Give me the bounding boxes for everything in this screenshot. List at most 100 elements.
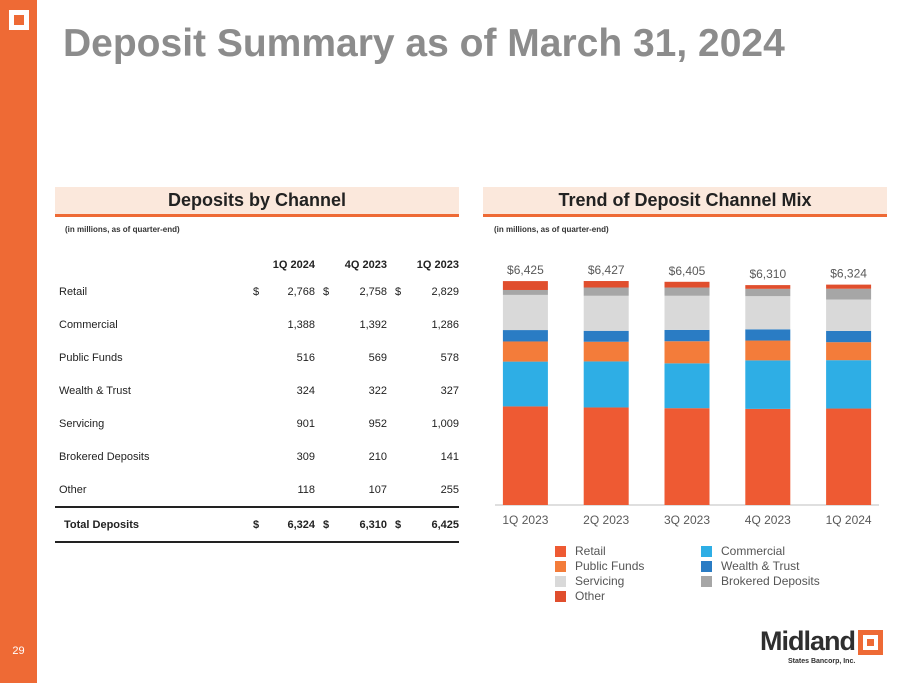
cell-value: 1,388 [287, 318, 315, 331]
cell-value: 324 [296, 384, 315, 397]
bar-segment-other [583, 281, 629, 288]
deposits-by-channel-heading: Deposits by Channel [55, 187, 459, 217]
currency-symbol: $ [315, 506, 335, 543]
table-row: Servicing 901 952 1,009 [55, 407, 459, 440]
total-value: 6,310 [335, 506, 387, 543]
x-tick-label: 2Q 2023 [583, 513, 629, 527]
row-label: Retail [59, 285, 88, 298]
table-row: Other 118 107 255 [55, 473, 459, 507]
cell-value: 309 [296, 450, 315, 463]
x-tick-label: 3Q 2023 [664, 513, 710, 527]
row-label: Wealth & Trust [59, 384, 131, 397]
currency-symbol: $ [253, 285, 260, 298]
legend-label: Brokered Deposits [721, 574, 820, 588]
deposits-table: 1Q 2024 4Q 2023 1Q 2023 Retail $ 2,768 $… [55, 255, 459, 543]
cell-value: 1,392 [359, 318, 387, 331]
legend-swatch [701, 561, 712, 572]
bar-segment-servicing [502, 294, 548, 331]
sidebar-band: 29 [0, 0, 37, 683]
page-title: Deposit Summary as of March 31, 2024 [63, 22, 785, 65]
row-label: Commercial [59, 318, 118, 331]
cell-value: 118 [297, 483, 315, 496]
bar-segment-commercial [826, 360, 872, 409]
total-label: Total Deposits [55, 506, 245, 543]
bar-segment-servicing [583, 295, 629, 331]
legend-label: Commercial [721, 544, 786, 558]
cell-value: 2,829 [431, 285, 459, 298]
legend-label: Other [575, 589, 606, 603]
legend-swatch [555, 561, 566, 572]
table-row: Retail $ 2,768 $ 2,758 $ 2,829 [55, 275, 459, 308]
bar-segment-other [502, 281, 548, 290]
legend-label: Retail [575, 544, 606, 558]
bar-segment-public-funds [664, 341, 710, 364]
bar-segment-brokered-deposits [664, 287, 710, 296]
x-tick-label: 4Q 2023 [745, 513, 791, 527]
total-row: Total Deposits $ 6,324 $ 6,310 $ 6,425 [55, 506, 459, 543]
bar-segment-other [664, 281, 710, 288]
bar-segment-retail [664, 408, 710, 505]
legend-label: Wealth & Trust [721, 559, 800, 573]
bar-segment-wealth-trust [664, 329, 710, 342]
bar-segment-brokered-deposits [745, 288, 791, 297]
cell-value: 141 [440, 450, 459, 463]
row-label: Brokered Deposits [59, 450, 150, 463]
x-tick-label: 1Q 2024 [826, 513, 872, 527]
bar-segment-wealth-trust [745, 329, 791, 341]
row-label: Servicing [59, 417, 105, 430]
currency-symbol: $ [245, 506, 265, 543]
channel-mix-note: (in millions, as of quarter-end) [494, 225, 609, 234]
table-row: Brokered Deposits 309 210 141 [55, 440, 459, 473]
row-label: Other [59, 483, 87, 496]
cell-value: 901 [296, 417, 315, 430]
col-header: 1Q 2024 [272, 259, 315, 271]
cell-value: 327 [440, 384, 459, 397]
bar-segment-public-funds [745, 340, 791, 361]
table-row: Public Funds 516 569 578 [55, 341, 459, 374]
bar-segment-wealth-trust [826, 330, 872, 343]
row-label: Public Funds [59, 351, 123, 364]
midland-square-icon [858, 630, 883, 655]
legend-swatch [701, 546, 712, 557]
total-value: 6,425 [407, 506, 459, 543]
total-data-label: $6,324 [830, 267, 867, 281]
bar-segment-servicing [745, 296, 791, 330]
cell-value: 107 [368, 483, 387, 496]
bar-segment-servicing [664, 295, 710, 330]
currency-symbol: $ [395, 285, 402, 298]
channel-mix-heading: Trend of Deposit Channel Mix [483, 187, 887, 217]
legend-label: Servicing [575, 574, 625, 588]
bar-segment-brokered-deposits [502, 289, 548, 295]
currency-symbol: $ [387, 506, 407, 543]
legend-swatch [555, 576, 566, 587]
bar-segment-commercial [502, 361, 548, 407]
cell-value: 1,009 [431, 417, 459, 430]
col-header: 4Q 2023 [344, 259, 387, 271]
bar-segment-brokered-deposits [826, 288, 872, 300]
page-number: 29 [12, 645, 25, 657]
cell-value: 2,758 [359, 285, 387, 298]
cell-value: 1,286 [431, 318, 459, 331]
bar-segment-wealth-trust [583, 330, 629, 342]
bar-segment-public-funds [502, 341, 548, 362]
legend-swatch [701, 576, 712, 587]
cell-value: 2,768 [287, 285, 315, 298]
bar-segment-retail [502, 406, 548, 505]
col-header: 1Q 2023 [416, 259, 459, 271]
total-data-label: $6,427 [588, 263, 625, 277]
total-data-label: $6,310 [749, 267, 786, 281]
bar-segment-public-funds [583, 341, 629, 362]
bar-segment-retail [745, 408, 791, 505]
cell-value: 322 [368, 384, 387, 397]
bar-segment-other [745, 285, 791, 289]
bar-segment-retail [826, 408, 872, 505]
bar-segment-public-funds [826, 342, 872, 361]
bar-segment-brokered-deposits [583, 287, 629, 296]
bar-segment-servicing [826, 299, 872, 331]
cell-value: 516 [296, 351, 315, 364]
channel-mix-chart: $6,425 1Q 2023 $6,427 2Q 2023 $6,405 3Q 2023 $… [495, 263, 879, 527]
bar-segment-commercial [745, 360, 791, 409]
legend-label: Public Funds [575, 559, 645, 573]
bar-segment-retail [583, 407, 629, 505]
currency-symbol: $ [323, 285, 330, 298]
